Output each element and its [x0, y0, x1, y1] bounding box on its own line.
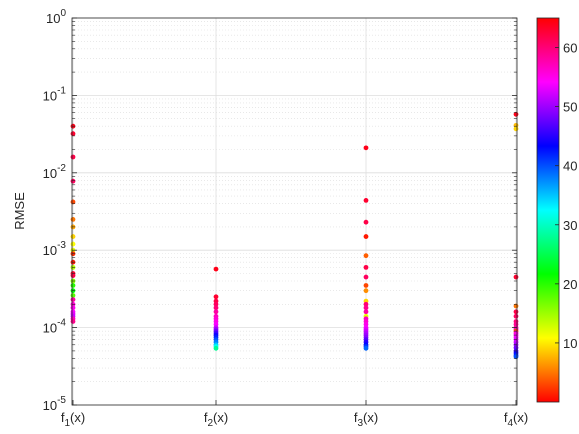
x-tick-label: f2(x)	[204, 410, 228, 429]
data-point	[363, 264, 369, 270]
x-tick-subscript: 3	[357, 418, 363, 429]
data-point	[363, 283, 369, 288]
x-tick-subscript: 1	[64, 418, 70, 429]
x-tick-label: f1(x)	[61, 410, 85, 429]
y-tick-exponent: -2	[57, 163, 66, 174]
y-tick-exponent: -5	[57, 395, 66, 406]
y-tick-base: 10	[46, 11, 60, 26]
y-tick-label: 10-1	[43, 85, 67, 103]
y-tick-label: 10-3	[43, 240, 67, 258]
data-point	[363, 219, 369, 225]
colorbar-frame	[536, 17, 560, 403]
data-point	[213, 294, 219, 300]
y-tick-label: 10-2	[43, 163, 67, 181]
data-point	[363, 234, 369, 239]
data-point	[213, 301, 219, 307]
y-tick-label: 10-5	[43, 395, 67, 413]
colorbar-tick-label: 20	[563, 277, 577, 292]
data-point	[70, 319, 76, 324]
x-tick-rest: (x)	[70, 410, 85, 425]
y-tick-base: 10	[43, 321, 57, 336]
y-tick-label: 100	[46, 8, 66, 26]
y-tick-base: 10	[43, 88, 57, 103]
data-point	[363, 197, 369, 203]
data-point	[363, 145, 369, 151]
y-axis-label: RMSE	[12, 192, 27, 230]
colorbar-tick-label: 60	[563, 41, 577, 56]
data-point	[70, 297, 76, 303]
data-point	[70, 178, 76, 184]
y-tick-base: 10	[43, 243, 57, 258]
data-point	[363, 309, 369, 315]
x-tick-rest: (x)	[513, 410, 528, 425]
data-point	[70, 273, 76, 278]
colorbar-tick-label: 40	[563, 159, 577, 174]
x-tick-rest: (x)	[363, 410, 378, 425]
y-tick-exponent: -4	[57, 318, 66, 329]
x-tick-main: f	[354, 410, 358, 425]
data-point	[70, 234, 76, 239]
data-point	[513, 313, 519, 319]
x-tick-subscript: 2	[207, 418, 213, 429]
y-tick-base: 10	[43, 398, 57, 413]
colorbar-tick-label: 30	[563, 218, 577, 233]
data-point	[70, 131, 76, 137]
data-point	[363, 274, 369, 280]
data-point	[213, 305, 219, 311]
data-point	[363, 253, 369, 259]
data-point	[70, 293, 76, 298]
plot-frame	[71, 17, 518, 406]
x-tick-label: f4(x)	[504, 410, 528, 429]
x-tick-subscript: 4	[507, 418, 513, 429]
colorbar: 10 20 30 40 50 60	[536, 17, 577, 403]
data-point	[513, 126, 519, 132]
x-tick-label: f3(x)	[354, 410, 378, 429]
y-tick-exponent: -1	[57, 85, 66, 96]
minor-gridlines	[72, 21, 517, 383]
colorbar-tick-label: 50	[563, 100, 577, 115]
data-point	[513, 309, 519, 315]
y-tick-base: 10	[43, 166, 57, 181]
x-tick-main: f	[61, 410, 65, 425]
data-point	[70, 154, 76, 160]
x-tick-rest: (x)	[213, 410, 228, 425]
y-tick-label: 10-4	[43, 318, 67, 336]
data-point	[70, 216, 76, 222]
data-point	[213, 266, 219, 272]
data-point	[363, 288, 369, 294]
data-point	[363, 345, 369, 351]
data-point	[70, 283, 76, 288]
axis-tick-marks	[72, 17, 517, 406]
x-tick-main: f	[204, 410, 208, 425]
x-tick-main: f	[504, 410, 508, 425]
data-point	[363, 305, 369, 311]
data-point	[363, 301, 369, 307]
colorbar-fill	[537, 18, 559, 402]
data-point	[70, 241, 76, 247]
data-point	[513, 274, 519, 280]
y-tick-exponent: 0	[60, 8, 66, 19]
plot-area	[72, 18, 517, 405]
data-point	[213, 345, 219, 351]
y-tick-exponent: -3	[57, 240, 66, 251]
x-tick-labels: f1(x) f2(x) f3(x) f4(x)	[61, 410, 528, 429]
data-point	[213, 309, 219, 315]
colorbar-tick-label: 10	[563, 336, 577, 351]
